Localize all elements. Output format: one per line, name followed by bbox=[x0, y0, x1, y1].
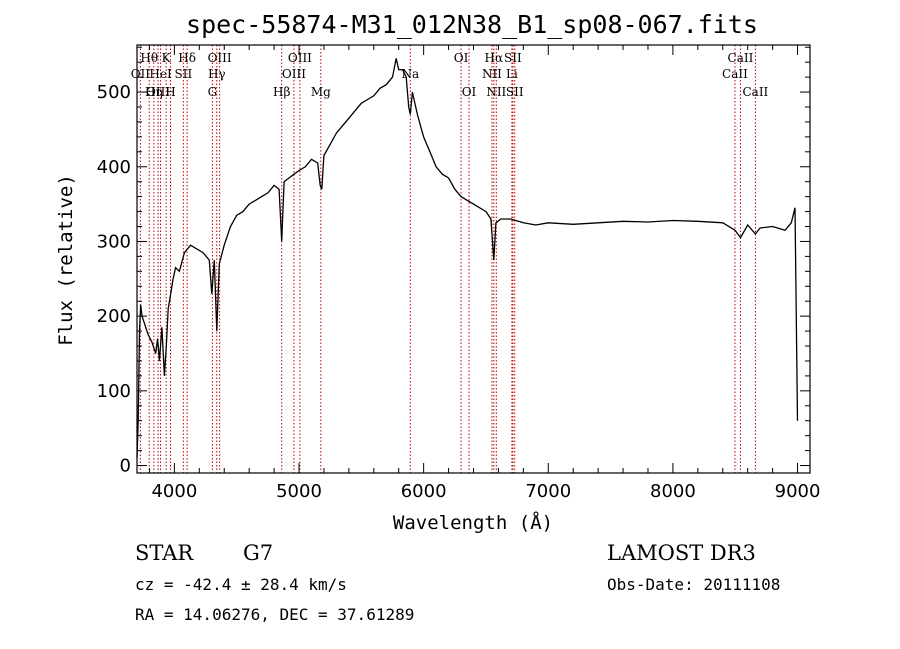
line-label-24: SII bbox=[506, 85, 524, 99]
object-subclass: G7 bbox=[243, 541, 273, 565]
y-tick-label: 100 bbox=[97, 381, 131, 402]
axis-ticks: 4000 5000 6000 7000 8000 9000 0 100 200 300 400 500 bbox=[97, 45, 821, 502]
line-label-13: OIII bbox=[282, 67, 306, 81]
line-label-18: OI bbox=[462, 85, 477, 99]
x-tick-label: 8000 bbox=[650, 481, 696, 502]
line-label-15: Mg bbox=[311, 85, 331, 99]
line-label-27: CaII bbox=[742, 85, 768, 99]
line-label-21: NII bbox=[486, 85, 506, 99]
line-label-19: NII bbox=[482, 67, 502, 81]
emission-line-labels: HθOIIOIIIHηHeIKHSIIHδGHγOIIIHβOIIIOIIIMg… bbox=[131, 51, 769, 99]
chart-title: spec-55874-M31_012N38_B1_sp08-067.fits bbox=[186, 10, 758, 39]
x-tick-label: 5000 bbox=[276, 481, 322, 502]
line-label-12: Hβ bbox=[273, 85, 290, 99]
line-label-17: OI bbox=[454, 51, 469, 65]
y-axis-label: Flux (relative) bbox=[55, 174, 77, 346]
x-tick-label: 6000 bbox=[401, 481, 447, 502]
line-label-7: SII bbox=[175, 67, 193, 81]
line-label-3: Hη bbox=[145, 85, 163, 99]
spectrum-line bbox=[136, 58, 799, 459]
y-tick-label: 0 bbox=[120, 456, 131, 477]
x-tick-label: 7000 bbox=[525, 481, 571, 502]
line-label-2: OIII bbox=[146, 85, 170, 99]
line-label-26: CaII bbox=[728, 51, 754, 65]
line-label-23: SII bbox=[504, 51, 522, 65]
line-label-25: CaII bbox=[722, 67, 748, 81]
line-label-20: Hα bbox=[485, 51, 504, 65]
x-tick-label: 4000 bbox=[151, 481, 197, 502]
line-label-22: Li bbox=[506, 67, 518, 81]
line-label-5: K bbox=[162, 51, 172, 65]
x-axis-label: Wavelength (Å) bbox=[393, 511, 553, 534]
y-tick-label: 200 bbox=[97, 306, 131, 327]
survey-name: LAMOST DR3 bbox=[607, 541, 756, 565]
line-label-4: HeI bbox=[149, 67, 172, 81]
object-class: STAR bbox=[135, 541, 194, 565]
plot-frame bbox=[136, 44, 811, 474]
line-label-6: H bbox=[165, 85, 175, 99]
y-tick-label: 500 bbox=[97, 82, 131, 103]
obs-date: Obs-Date: 20111108 bbox=[607, 575, 780, 594]
line-label-1: OII bbox=[131, 67, 151, 81]
line-label-10: Hγ bbox=[208, 67, 226, 81]
ra-dec: RA = 14.06276, DEC = 37.61289 bbox=[135, 605, 414, 624]
y-tick-label: 400 bbox=[97, 157, 131, 178]
line-label-14: OIII bbox=[288, 51, 312, 65]
line-label-8: Hδ bbox=[178, 51, 196, 65]
emission-line-markers bbox=[139, 45, 756, 473]
y-tick-label: 300 bbox=[97, 231, 131, 252]
x-tick-label: 9000 bbox=[775, 481, 821, 502]
line-label-11: OIII bbox=[208, 51, 232, 65]
redshift-cz: cz = -42.4 ± 28.4 km/s bbox=[135, 575, 347, 594]
line-label-9: G bbox=[208, 85, 218, 99]
line-label-0: Hθ bbox=[140, 51, 158, 65]
